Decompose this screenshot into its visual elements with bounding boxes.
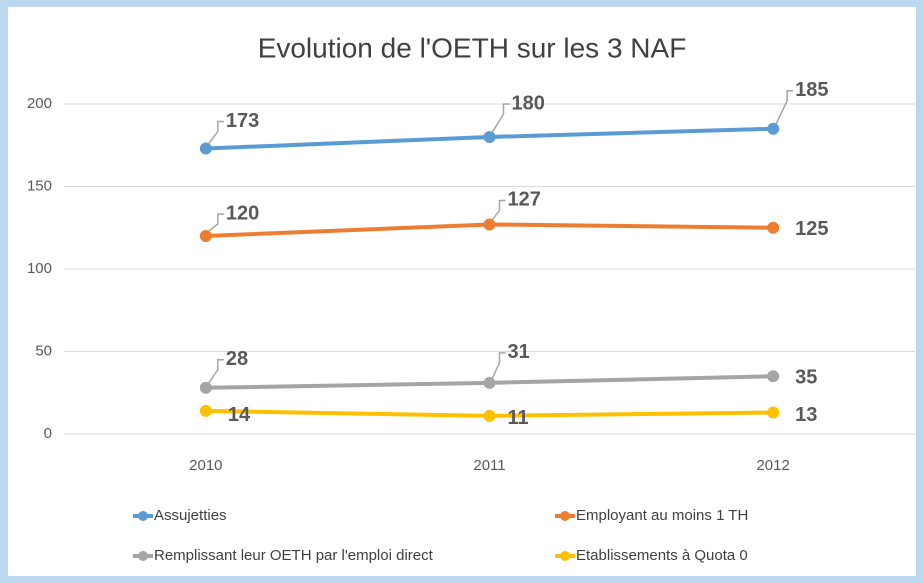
- data-label: 125: [795, 218, 828, 240]
- x-tick-label: 2012: [756, 457, 789, 474]
- leader-line: [208, 359, 224, 384]
- data-label: 127: [508, 189, 541, 211]
- leader-line: [491, 352, 506, 379]
- data-point: [483, 218, 496, 231]
- data-label: 180: [512, 92, 545, 114]
- legend-marker: [560, 511, 570, 521]
- legend-marker: [138, 511, 148, 521]
- chart-panel: [8, 7, 916, 576]
- leader-line: [491, 199, 506, 220]
- leader-line: [208, 213, 224, 232]
- data-point: [199, 381, 212, 394]
- x-tick-label: 2011: [473, 457, 505, 474]
- y-tick-label: 150: [27, 177, 52, 194]
- data-point: [767, 406, 780, 419]
- data-label: 173: [226, 110, 259, 132]
- data-label: 31: [508, 341, 530, 363]
- y-tick-label: 100: [27, 260, 52, 277]
- data-label: 185: [795, 79, 828, 101]
- data-label: 13: [795, 404, 817, 426]
- leader-line: [491, 103, 510, 133]
- legend-marker: [138, 551, 148, 561]
- data-point: [483, 131, 496, 143]
- chart-title: Evolution de l'OETH sur les 3 NAF: [258, 32, 687, 63]
- data-point: [199, 142, 212, 155]
- data-label: 14: [228, 404, 251, 426]
- data-point: [767, 370, 780, 383]
- data-label: 120: [226, 202, 259, 224]
- data-point: [767, 221, 780, 234]
- data-point: [767, 122, 780, 135]
- data-label: 28: [226, 348, 248, 370]
- legend-marker: [560, 551, 570, 561]
- data-point: [483, 376, 496, 389]
- legend-label: Etablissements à Quota 0: [576, 547, 748, 564]
- legend-label: Assujetties: [154, 507, 227, 524]
- data-point: [199, 404, 212, 417]
- data-label: 11: [508, 407, 529, 429]
- y-tick-label: 200: [27, 95, 52, 112]
- legend-label: Remplissant leur OETH par l'emploi direc…: [154, 547, 434, 564]
- data-label: 35: [795, 367, 817, 389]
- data-point: [483, 409, 496, 422]
- data-point: [199, 230, 212, 242]
- leader-line: [208, 120, 224, 144]
- leader-line: [775, 90, 794, 125]
- x-tick-label: 2010: [189, 457, 222, 474]
- y-tick-label: 0: [44, 425, 52, 442]
- y-tick-label: 50: [35, 342, 52, 359]
- legend-label: Employant au moins 1 TH: [576, 507, 748, 524]
